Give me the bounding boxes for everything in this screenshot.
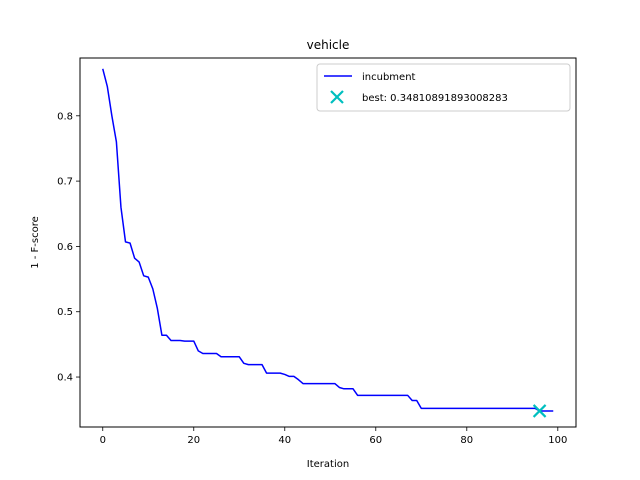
x-tick-label: 60 — [369, 435, 382, 446]
legend-label-best: best: 0.34810891893008283 — [362, 93, 508, 104]
incumbent-line — [102, 68, 554, 412]
y-tick-label: 0.8 — [57, 111, 73, 122]
y-axis-label: 1 - F-score — [30, 216, 41, 269]
x-tick-label: 40 — [278, 435, 291, 446]
y-tick-label: 0.6 — [57, 242, 73, 253]
y-tick-label: 0.4 — [57, 373, 73, 384]
x-tick-label: 100 — [548, 435, 567, 446]
legend: incubment best: 0.34810891893008283 — [316, 63, 571, 112]
best-point-marker — [532, 404, 547, 418]
y-axis: 0.4 0.5 0.6 0.7 0.8 — [57, 111, 80, 384]
legend-box — [316, 63, 571, 112]
x-axis-label: Iteration — [307, 459, 349, 470]
legend-label-incumbent: incubment — [362, 72, 416, 83]
x-tick-label: 0 — [100, 435, 106, 446]
y-tick-label: 0.5 — [57, 307, 73, 318]
chart-title: vehicle — [307, 38, 350, 52]
x-axis: 0 20 40 60 80 100 — [100, 427, 567, 446]
legend-x-marker-icon — [330, 90, 344, 104]
y-tick-label: 0.7 — [57, 177, 73, 188]
plot-area — [102, 68, 554, 418]
x-tick-label: 20 — [187, 435, 200, 446]
x-tick-label: 80 — [460, 435, 473, 446]
axes-frame — [79, 57, 577, 428]
